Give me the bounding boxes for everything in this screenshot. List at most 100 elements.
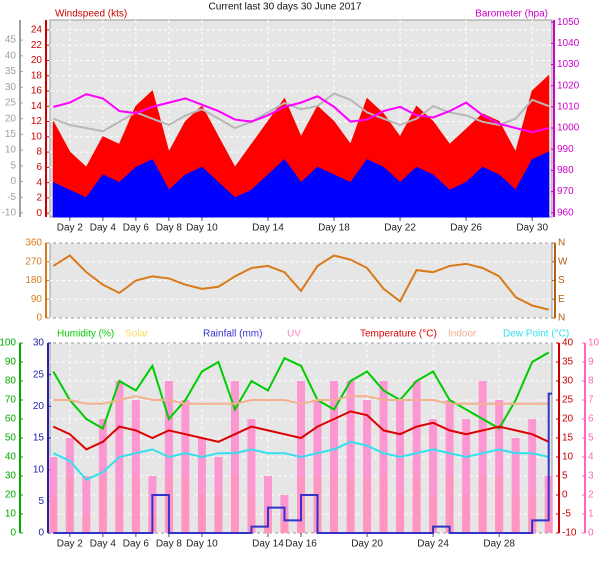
tick-label: 40 — [562, 338, 574, 349]
bar — [313, 400, 322, 533]
tick-label: 4 — [588, 452, 594, 463]
bar — [181, 400, 190, 533]
tick-label: 90 — [31, 294, 43, 305]
tick-label: 15 — [562, 433, 574, 444]
x-tick-label: Day 16 — [285, 539, 317, 550]
tick-label: 16 — [31, 86, 43, 97]
bar — [230, 381, 239, 533]
x-tick-label: Day 20 — [351, 539, 383, 550]
x-tick-label: Day 8 — [156, 539, 183, 550]
x-tick-label: Day 4 — [90, 539, 117, 550]
series-line — [52, 410, 550, 451]
tick-label: 10 — [5, 145, 17, 156]
tick-label: 30 — [5, 82, 17, 93]
x-tick-label: Day 24 — [417, 539, 449, 550]
plot-area — [49, 242, 553, 319]
bar — [462, 419, 471, 533]
tick-label: 1040 — [557, 38, 580, 49]
bar — [511, 438, 520, 533]
legend-entry: Humidity (%) — [57, 329, 114, 340]
tick-label: 1000 — [557, 123, 580, 134]
tick-label: 22 — [31, 40, 43, 51]
tick-label: 1020 — [557, 80, 580, 91]
bar — [379, 381, 388, 533]
x-tick-label: Day 26 — [450, 223, 482, 234]
x-tick-label: Day 30 — [516, 223, 548, 234]
x-tick-label: Day 6 — [123, 223, 150, 234]
tick-label: N — [558, 313, 565, 324]
x-tick-label: Day 22 — [384, 223, 416, 234]
tick-label: 30 — [5, 471, 17, 482]
tick-label: 60 — [5, 414, 17, 425]
bar — [445, 400, 454, 533]
tick-label: N — [558, 238, 565, 249]
tick-label: 20 — [5, 113, 17, 124]
bar — [429, 419, 438, 533]
series-line — [52, 440, 549, 482]
x-tick-label: Day 4 — [90, 223, 117, 234]
tick-label: -10 — [2, 208, 17, 219]
tick-label: 1 — [588, 509, 594, 520]
bar — [363, 400, 372, 533]
tick-label: 20 — [562, 414, 574, 425]
y-axis-label: Windspeed (kts) — [55, 9, 127, 20]
series-line — [52, 254, 549, 311]
tick-label: 8 — [588, 376, 594, 387]
x-tick-label: Day 10 — [186, 539, 218, 550]
tick-label: 6 — [588, 414, 594, 425]
bar — [528, 419, 537, 533]
tick-label: 0 — [10, 528, 16, 539]
tick-label: 5 — [588, 433, 594, 444]
tick-label: 10 — [5, 509, 17, 520]
tick-label: 15 — [33, 433, 45, 444]
bar — [346, 381, 355, 533]
tick-label: 25 — [562, 395, 574, 406]
bar — [247, 419, 256, 533]
y2-axis-label: Barometer (hpa) — [475, 9, 548, 20]
x-tick-label: Day 14 — [252, 539, 284, 550]
tick-label: 0 — [10, 176, 16, 187]
series-line — [53, 395, 549, 405]
bar — [214, 457, 223, 533]
legend-entry: UV — [287, 329, 301, 340]
tick-label: S — [558, 275, 565, 286]
tick-label: 8 — [36, 147, 42, 158]
tick-label: 50 — [5, 433, 17, 444]
tick-label: 24 — [31, 25, 43, 36]
bar — [330, 381, 339, 533]
tick-label: 18 — [31, 70, 43, 81]
tick-label: 3 — [588, 471, 594, 482]
x-tick-label: Day 28 — [483, 539, 515, 550]
tick-label: 25 — [5, 98, 17, 109]
tick-label: -5 — [562, 509, 571, 520]
tick-label: 100 — [0, 338, 16, 349]
tick-label: 10 — [588, 338, 600, 349]
tick-label: W — [558, 256, 568, 267]
tick-label: 990 — [557, 144, 574, 155]
bar — [49, 457, 58, 533]
x-tick-label: Day 18 — [318, 223, 350, 234]
x-tick-label: Day 2 — [57, 223, 84, 234]
x-tick-label: Day 6 — [123, 539, 150, 550]
tick-label: 12 — [31, 116, 43, 127]
tick-label: 4 — [36, 177, 42, 188]
tick-label: 45 — [5, 35, 17, 46]
x-tick-label: Day 14 — [252, 223, 284, 234]
tick-label: 180 — [25, 275, 42, 286]
chart-title: Current last 30 days 30 June 2017 — [209, 2, 362, 13]
tick-label: 35 — [5, 66, 17, 77]
tick-label: 6 — [36, 162, 42, 173]
tick-label: 970 — [557, 186, 574, 197]
legend-entry: Rainfall (mm) — [203, 329, 262, 340]
tick-label: 80 — [5, 376, 17, 387]
tick-label: 0 — [38, 528, 44, 539]
tick-label: 0 — [36, 313, 42, 324]
tick-label: 90 — [5, 357, 17, 368]
tick-label: 5 — [10, 160, 16, 171]
tick-label: 15 — [5, 129, 17, 140]
tick-label: 1050 — [557, 17, 580, 28]
x-tick-label: Day 2 — [57, 539, 84, 550]
tick-label: 1010 — [557, 101, 580, 112]
bar — [495, 400, 504, 533]
